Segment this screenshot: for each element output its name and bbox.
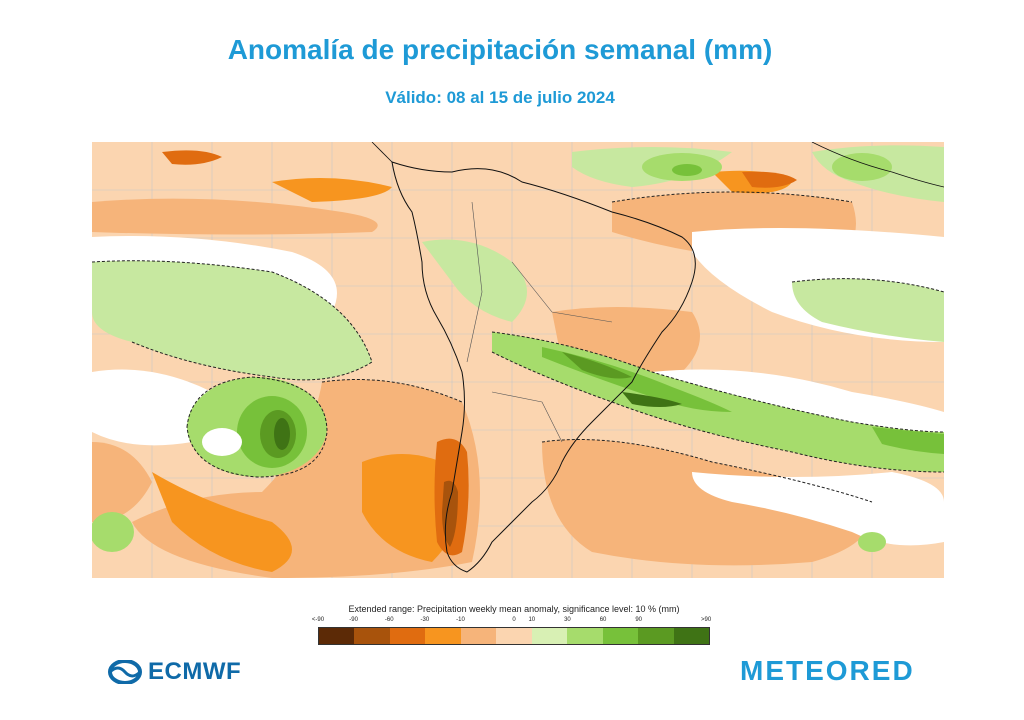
legend-swatch <box>531 628 568 644</box>
legend-swatch <box>638 628 674 644</box>
legend-swatch <box>496 628 532 644</box>
legend-tick: 60 <box>599 617 607 623</box>
legend-tick: 10 <box>528 617 536 623</box>
page-subtitle: Válido: 08 al 15 de julio 2024 <box>385 88 615 107</box>
legend-swatch <box>319 628 355 644</box>
legend-tick: -10 <box>456 617 465 623</box>
legend-colorbar <box>318 627 710 645</box>
legend-tick: 90 <box>635 617 643 623</box>
legend-tick: -60 <box>384 617 394 623</box>
legend-swatch <box>602 628 639 644</box>
wet-light-areas <box>92 145 944 380</box>
legend-caption: Extended range: Precipitation weekly mea… <box>348 604 680 614</box>
coastline-south-america <box>391 161 696 573</box>
legend-swatch <box>389 628 426 644</box>
meteored-logo: METEORED <box>740 655 915 686</box>
page-title: Anomalía de precipitación semanal (mm) <box>227 34 773 65</box>
legend-tick: -90 <box>349 617 358 623</box>
legend-tick: -30 <box>420 617 430 623</box>
legend-swatch <box>425 628 461 644</box>
wet-spots <box>92 153 892 552</box>
legend-swatch <box>567 628 603 644</box>
legend-ticks: <-90 -90 -60 -30 -10 0 10 30 60 90 >90 <box>312 617 712 627</box>
dry-extreme-areas <box>442 480 458 547</box>
significance-contours <box>92 191 944 503</box>
legend-tick: >90 <box>700 617 712 623</box>
legend-swatch <box>460 628 497 644</box>
legend-swatch <box>354 628 390 644</box>
wet-pacific-blob <box>187 377 327 477</box>
legend-tick: 0 <box>512 617 516 623</box>
legend-tick: 30 <box>564 617 571 623</box>
legend-tick: <-90 <box>311 617 325 623</box>
precipitation-anomaly-map <box>92 142 944 578</box>
ecmwf-emblem-icon <box>108 660 142 684</box>
map-canvas <box>92 142 944 578</box>
ecmwf-logo: ECMWF <box>108 656 241 688</box>
coastline-central-america <box>371 142 944 188</box>
legend-swatch <box>673 628 709 644</box>
wet-band <box>492 332 944 472</box>
ecmwf-logo-text: ECMWF <box>148 658 242 685</box>
